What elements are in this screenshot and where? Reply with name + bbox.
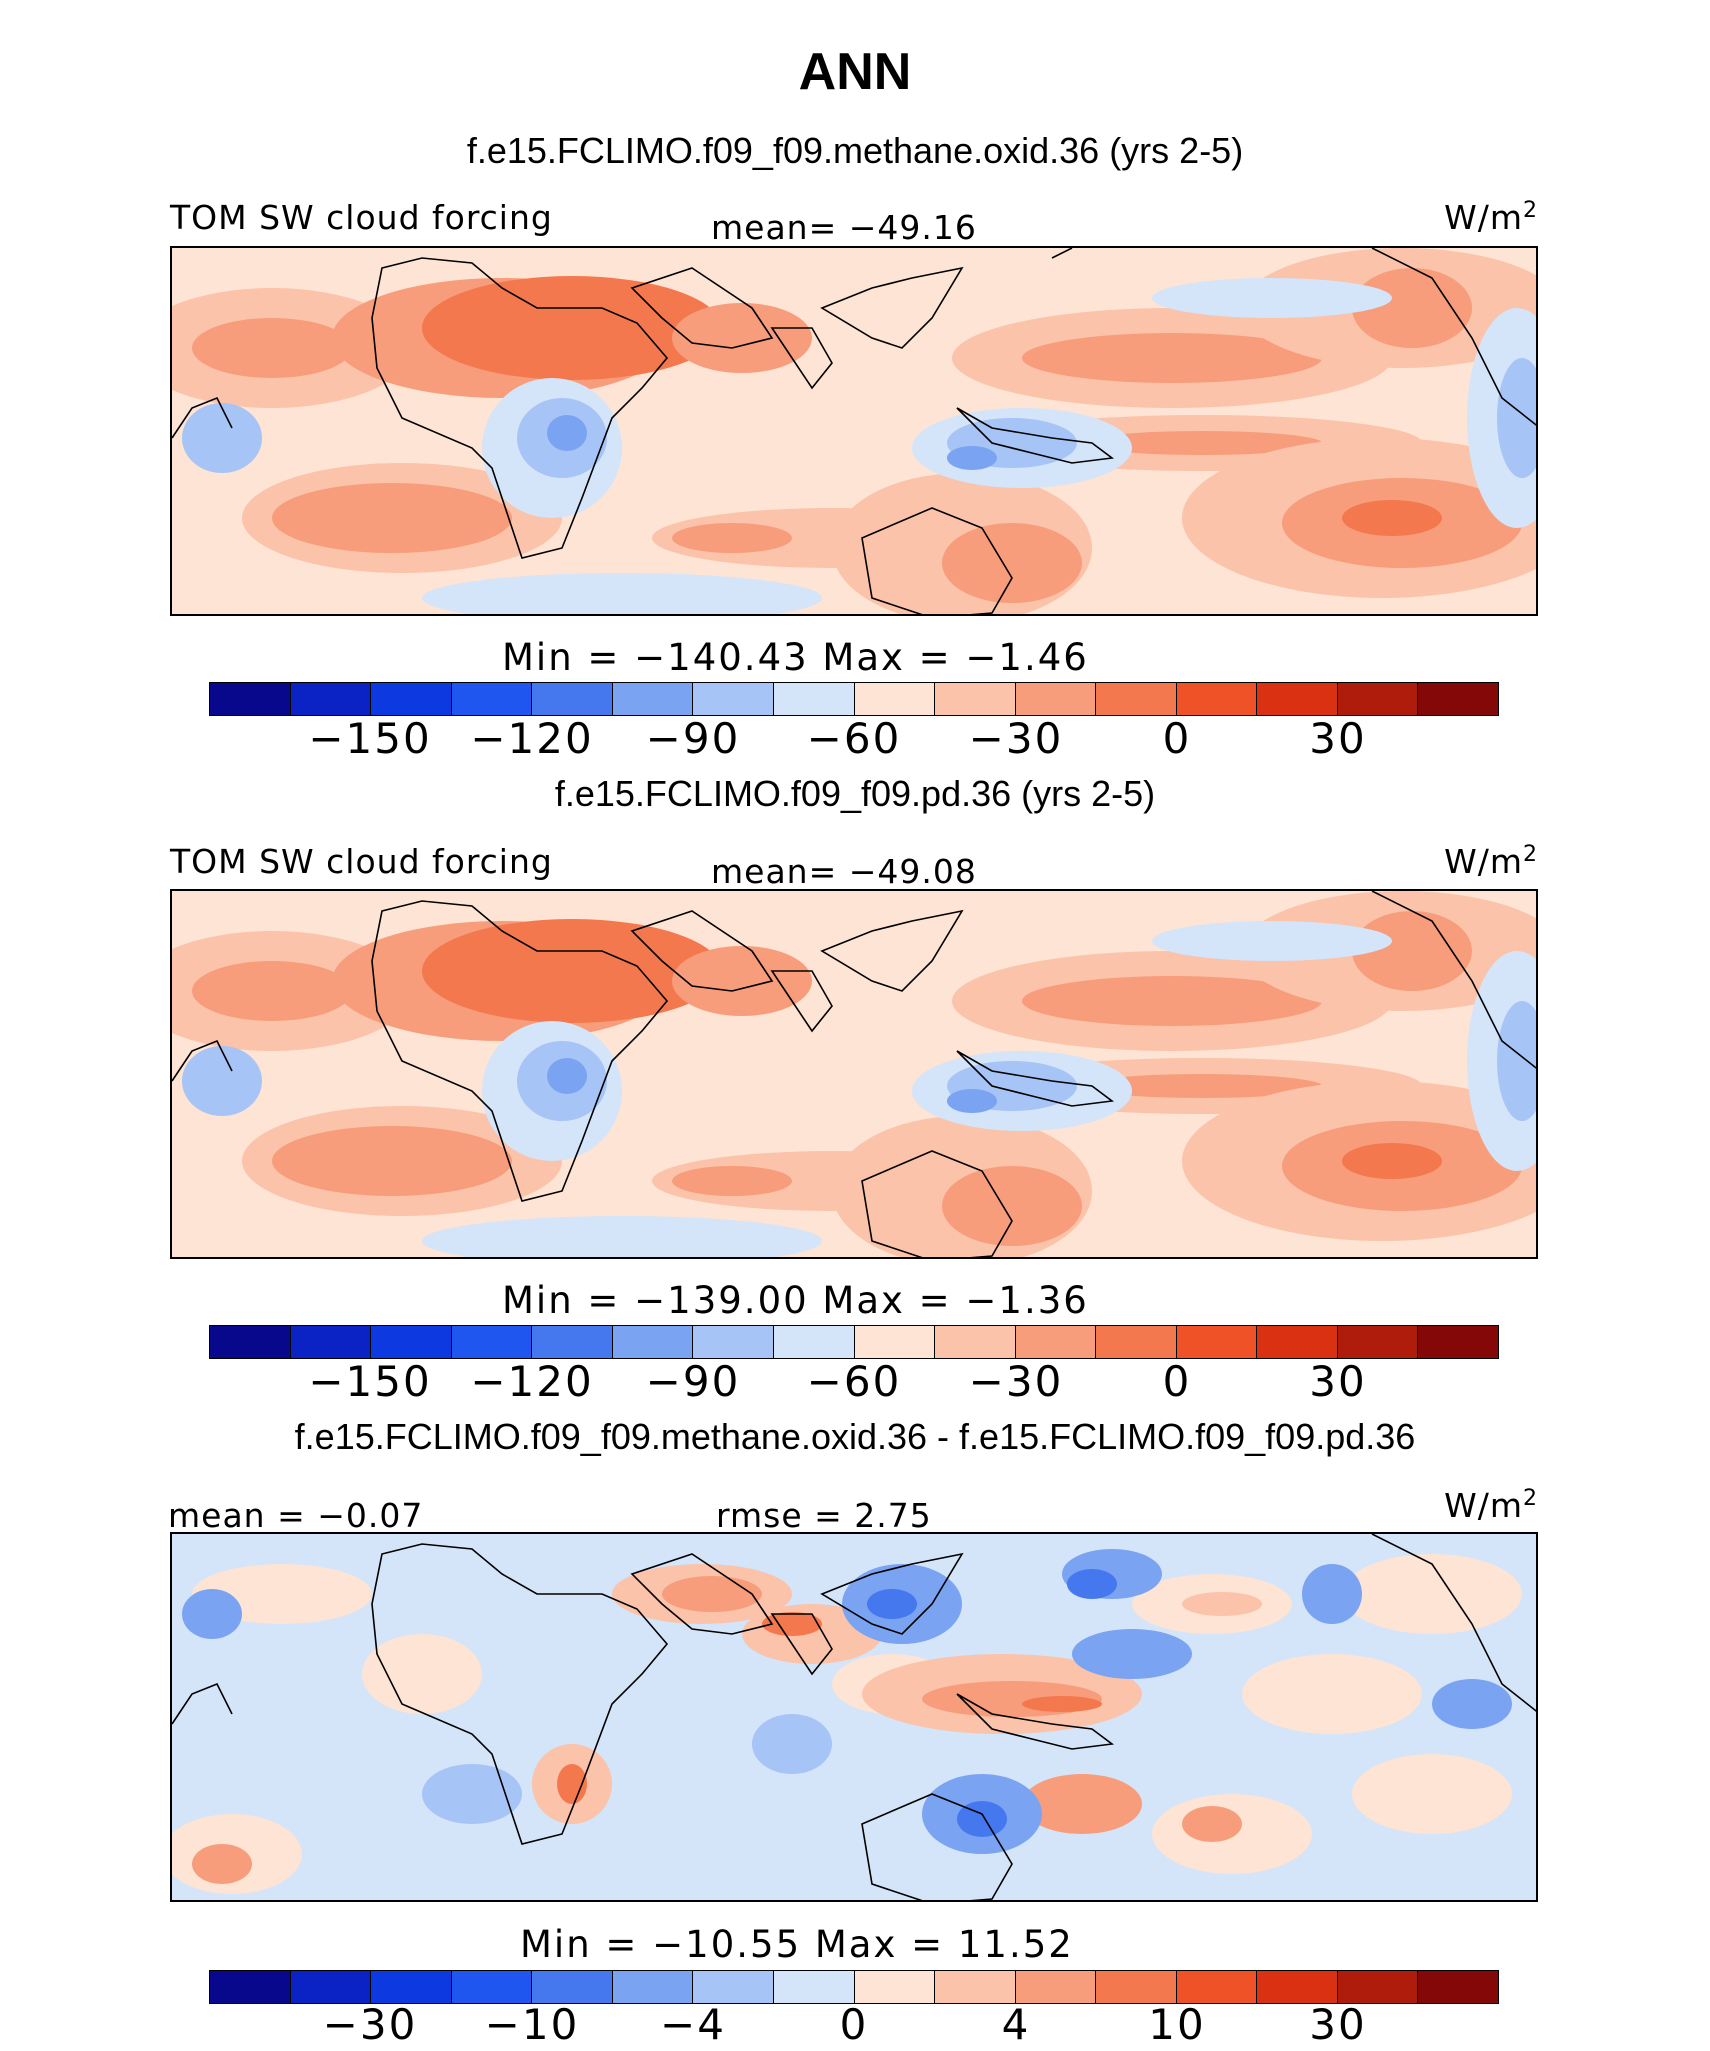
colorbar-swatch <box>1257 683 1338 715</box>
panel-3-min-max: Min = −10.55 Max = 11.52 <box>520 1923 1074 1966</box>
panel-3-colorbar-tick: −30 <box>322 2000 418 2049</box>
colorbar-swatch <box>1096 683 1177 715</box>
colorbar-swatch <box>1337 1971 1419 2003</box>
panel-2-colorbar-tick: 0 <box>1162 1357 1192 1406</box>
colorbar-swatch <box>451 1971 533 2003</box>
colorbar-swatch <box>1176 1971 1258 2003</box>
colorbar-swatch <box>532 683 613 715</box>
panel-1-variable-label: TOM SW cloud forcing <box>170 198 553 237</box>
page-title: ANN <box>798 43 912 101</box>
colorbar-swatch <box>1418 683 1498 715</box>
colorbar-swatch <box>612 1971 694 2003</box>
panel-3-colorbar-tick: −4 <box>660 2000 726 2049</box>
colorbar-swatch <box>1257 1971 1338 2003</box>
panel-2-colorbar-tick: −60 <box>806 1357 902 1406</box>
colorbar-swatch <box>371 1971 452 2003</box>
panel-3-colorbar-tick: 0 <box>839 2000 869 2049</box>
panel-2-contours <box>172 891 1536 1257</box>
panel-2-map <box>170 889 1538 1259</box>
colorbar-swatch <box>290 1971 372 2003</box>
colorbar-swatch <box>532 1326 613 1358</box>
colorbar-swatch <box>854 1326 936 1358</box>
colorbar-swatch <box>1257 1326 1338 1358</box>
panel-2-units: W/m2 <box>1444 842 1538 881</box>
colorbar-swatch <box>1337 1326 1419 1358</box>
colorbar-swatch <box>1176 683 1258 715</box>
panel-1-mean-label: mean= −49.16 <box>711 208 977 247</box>
colorbar-swatch <box>1418 1971 1498 2003</box>
panel-2-colorbar-tick: −150 <box>308 1357 432 1406</box>
colorbar-swatch <box>773 683 855 715</box>
panel-1-units: W/m2 <box>1444 198 1538 237</box>
panel-3-coastlines <box>172 1534 1536 1900</box>
panel-2-variable-label: TOM SW cloud forcing <box>170 842 553 881</box>
panel-2-colorbar <box>209 1325 1499 1359</box>
panel-1-colorbar-tick: 0 <box>1162 714 1192 763</box>
panel-2-colorbar-tick: −90 <box>645 1357 741 1406</box>
panel-2-colorbar-tick: −120 <box>470 1357 594 1406</box>
panel-3-colorbar-tick: 4 <box>1001 2000 1031 2049</box>
panel-1-colorbar-tick: −60 <box>806 714 902 763</box>
colorbar-swatch <box>451 1326 533 1358</box>
colorbar-swatch <box>693 1971 774 2003</box>
colorbar-swatch <box>210 683 291 715</box>
panel-3-rmse-label: rmse = 2.75 <box>716 1496 932 1535</box>
panel-1-colorbar <box>209 682 1499 716</box>
panel-2-coastlines <box>172 891 1536 1257</box>
colorbar-swatch <box>1096 1326 1177 1358</box>
panel-1-colorbar-tick: −30 <box>968 714 1064 763</box>
colorbar-swatch <box>371 1326 452 1358</box>
panel-3-colorbar <box>209 1970 1499 2004</box>
colorbar-swatch <box>290 1326 372 1358</box>
colorbar-swatch <box>935 683 1016 715</box>
panel-1-min-max: Min = −140.43 Max = −1.46 <box>502 636 1089 679</box>
colorbar-swatch <box>773 1971 855 2003</box>
panel-1-colorbar-tick: −120 <box>470 714 594 763</box>
panel-3-case-title: f.e15.FCLIMO.f09_f09.methane.oxid.36 - f… <box>294 1416 1416 1457</box>
colorbar-swatch <box>773 1326 855 1358</box>
panel-1-colorbar-tick: −150 <box>308 714 432 763</box>
colorbar-swatch <box>371 683 452 715</box>
panel-3-colorbar-tick: 30 <box>1309 2000 1367 2049</box>
colorbar-swatch <box>532 1971 613 2003</box>
panel-2-colorbar-tick: −30 <box>968 1357 1064 1406</box>
panel-1-coastlines <box>172 248 1536 614</box>
colorbar-swatch <box>935 1326 1016 1358</box>
panel-2-min-max: Min = −139.00 Max = −1.36 <box>502 1279 1089 1322</box>
colorbar-swatch <box>1015 1971 1097 2003</box>
colorbar-swatch <box>693 1326 774 1358</box>
colorbar-swatch <box>1015 1326 1097 1358</box>
colorbar-swatch <box>1337 683 1419 715</box>
panel-2-colorbar-tick: 30 <box>1309 1357 1367 1406</box>
colorbar-swatch <box>210 1326 291 1358</box>
colorbar-swatch <box>1015 683 1097 715</box>
colorbar-swatch <box>210 1971 291 2003</box>
colorbar-swatch <box>612 1326 694 1358</box>
panel-1-map <box>170 246 1538 616</box>
colorbar-swatch <box>451 683 533 715</box>
colorbar-swatch <box>854 683 936 715</box>
panel-3-mean-label: mean = −0.07 <box>168 1496 424 1535</box>
panel-3-units: W/m2 <box>1444 1486 1538 1525</box>
panel-1-colorbar-tick: −90 <box>645 714 741 763</box>
colorbar-swatch <box>935 1971 1016 2003</box>
panel-3-contours <box>172 1549 1522 1894</box>
panel-1-case-title: f.e15.FCLIMO.f09_f09.methane.oxid.36 (yr… <box>466 130 1244 171</box>
panel-3-map <box>170 1532 1538 1902</box>
panel-2-mean-label: mean= −49.08 <box>711 852 977 891</box>
colorbar-swatch <box>1418 1326 1498 1358</box>
colorbar-swatch <box>854 1971 936 2003</box>
colorbar-swatch <box>612 683 694 715</box>
colorbar-swatch <box>693 683 774 715</box>
panel-1-contours <box>172 248 1536 614</box>
panel-3-colorbar-tick: 10 <box>1148 2000 1206 2049</box>
panel-3-colorbar-tick: −10 <box>484 2000 580 2049</box>
panel-1-colorbar-tick: 30 <box>1309 714 1367 763</box>
colorbar-swatch <box>1096 1971 1177 2003</box>
colorbar-swatch <box>290 683 372 715</box>
colorbar-swatch <box>1176 1326 1258 1358</box>
panel-2-case-title: f.e15.FCLIMO.f09_f09.pd.36 (yrs 2-5) <box>554 773 1156 814</box>
